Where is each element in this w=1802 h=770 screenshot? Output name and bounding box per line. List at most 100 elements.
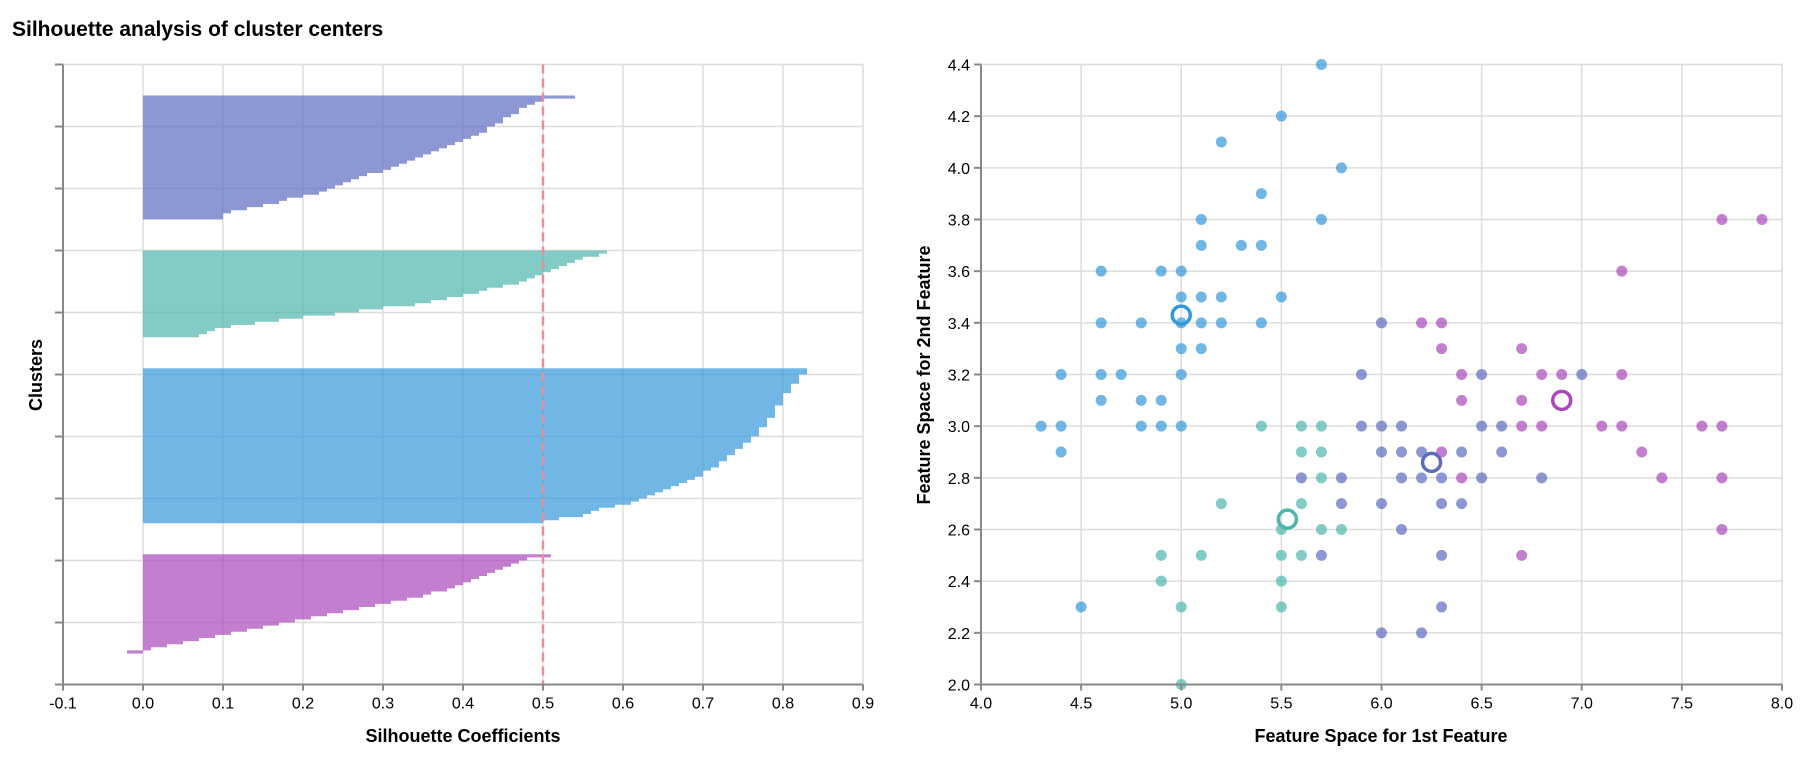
scatter-point-cluster-3	[1596, 420, 1608, 432]
scatter-point-cluster-0	[1275, 291, 1287, 303]
scatter-point-cluster-3	[1656, 472, 1668, 484]
y-tick-label: 4.0	[948, 161, 970, 178]
scatter-point-cluster-2	[1355, 420, 1367, 432]
cluster-center-marker-3	[1550, 389, 1573, 412]
y-tick-label: 4.2	[948, 109, 970, 126]
scatter-point-cluster-0	[1215, 317, 1227, 329]
scatter-point-cluster-2	[1315, 549, 1327, 561]
y-tick-label: 3.2	[948, 368, 970, 385]
y-tick-label: 3.0	[948, 419, 970, 436]
scatter-point-cluster-2	[1496, 446, 1508, 458]
scatter-points	[1035, 59, 1768, 690]
y-tick-label: 2.2	[948, 626, 970, 643]
scatter-point-cluster-1	[1275, 601, 1287, 613]
x-tick-label: 0.7	[692, 696, 714, 713]
scatter-point-cluster-0	[1255, 188, 1267, 200]
scatter-point-cluster-0	[1135, 317, 1147, 329]
scatter-point-cluster-2	[1436, 498, 1448, 510]
silhouette-areas	[127, 95, 807, 654]
x-tick-label: 0.6	[612, 696, 634, 713]
scatter-point-cluster-2	[1335, 472, 1347, 484]
x-tick-label: 0.3	[372, 696, 394, 713]
scatter-point-cluster-0	[1255, 317, 1267, 329]
scatter-point-cluster-3	[1616, 420, 1628, 432]
scatter-point-cluster-3	[1716, 524, 1728, 535]
scatter-point-cluster-3	[1516, 343, 1528, 355]
x-tick-label: 0.8	[772, 696, 794, 713]
scatter-point-cluster-3	[1536, 369, 1548, 380]
scatter-point-cluster-2	[1416, 627, 1428, 639]
scatter-point-cluster-0	[1215, 291, 1227, 303]
y-tick-label: 3.4	[948, 316, 970, 333]
scatter-point-cluster-1	[1315, 524, 1327, 535]
scatter-point-cluster-3	[1636, 446, 1648, 458]
scatter-point-cluster-1	[1175, 601, 1187, 613]
scatter-point-cluster-0	[1155, 420, 1167, 432]
scatter-point-cluster-2	[1456, 446, 1468, 458]
scatter-point-cluster-3	[1536, 420, 1548, 432]
x-tick-label: 0.1	[212, 696, 234, 713]
scatter-point-cluster-0	[1095, 317, 1107, 329]
scatter-point-cluster-3	[1716, 472, 1728, 484]
scatter-point-cluster-2	[1476, 472, 1488, 484]
scatter-point-cluster-0	[1135, 420, 1147, 432]
x-tick-label: 0.4	[452, 696, 474, 713]
scatter-point-cluster-2	[1376, 317, 1387, 329]
scatter-point-cluster-0	[1195, 291, 1207, 303]
scatter-point-cluster-2	[1376, 627, 1387, 639]
y-tick-label: 2.0	[948, 678, 970, 695]
scatter-point-cluster-0	[1175, 369, 1187, 380]
scatter-point-cluster-1	[1155, 575, 1167, 587]
scatter-point-cluster-2	[1335, 498, 1347, 510]
y-tick-label: 3.6	[948, 264, 970, 281]
scatter-point-cluster-3	[1516, 394, 1528, 406]
scatter-point-cluster-1	[1215, 498, 1227, 510]
scatter-point-cluster-2	[1376, 446, 1387, 458]
scatter-point-cluster-0	[1195, 317, 1207, 329]
y-tick-label: 2.4	[948, 574, 970, 591]
scatter-point-cluster-3	[1416, 317, 1428, 329]
scatter-point-cluster-0	[1175, 265, 1187, 277]
silhouette-area-cluster-2	[143, 368, 807, 524]
scatter-y-axis-title: Feature Space for 2nd Feature	[914, 245, 934, 504]
scatter-point-cluster-1	[1155, 549, 1167, 561]
scatter-point-cluster-0	[1095, 265, 1107, 277]
x-tick-label: 5.5	[1270, 696, 1292, 713]
scatter-point-cluster-0	[1135, 394, 1147, 406]
scatter-point-cluster-0	[1075, 601, 1087, 613]
scatter-point-cluster-1	[1335, 524, 1347, 535]
scatter-point-cluster-2	[1416, 472, 1428, 484]
scatter-point-cluster-2	[1476, 369, 1488, 380]
scatter-point-cluster-0	[1115, 369, 1127, 380]
scatter-point-cluster-2	[1536, 472, 1548, 484]
cluster-center-marker-1	[1276, 508, 1299, 530]
scatter-point-cluster-0	[1055, 420, 1067, 432]
scatter-point-cluster-1	[1295, 446, 1307, 458]
scatter-point-cluster-2	[1376, 498, 1387, 510]
x-tick-label: 0.0	[132, 696, 154, 713]
scatter-point-cluster-0	[1175, 420, 1187, 432]
scatter-point-cluster-2	[1436, 549, 1448, 561]
scatter-point-cluster-0	[1035, 420, 1047, 432]
scatter-point-cluster-0	[1055, 446, 1067, 458]
silhouette-area-cluster-0	[143, 95, 575, 220]
scatter-point-cluster-3	[1756, 214, 1768, 225]
scatter-point-cluster-2	[1576, 369, 1588, 380]
y-tick-label: 3.8	[948, 213, 970, 230]
scatter-point-cluster-2	[1376, 420, 1387, 432]
scatter-point-cluster-1	[1275, 549, 1287, 561]
scatter-point-cluster-2	[1355, 369, 1367, 380]
scatter-point-cluster-2	[1396, 524, 1408, 535]
scatter-point-cluster-3	[1716, 420, 1728, 432]
scatter-point-cluster-3	[1456, 369, 1468, 380]
x-tick-label: 4.0	[970, 696, 992, 713]
x-tick-label: 6.0	[1370, 696, 1392, 713]
scatter-point-cluster-1	[1295, 498, 1307, 510]
scatter-point-cluster-3	[1436, 317, 1448, 329]
scatter-point-cluster-0	[1215, 136, 1227, 148]
scatter-axes: 4.0 4.5 5.0 5.5 6.0 6.5 7.0 7.5 8.0 2.0 2.2 2.4 2.6 2…	[948, 58, 1793, 713]
silhouette-area-cluster-3	[127, 554, 551, 654]
scatter-point-cluster-0	[1095, 369, 1107, 380]
cluster-center-marker-0	[1170, 304, 1192, 326]
scatter-point-cluster-1	[1295, 549, 1307, 561]
